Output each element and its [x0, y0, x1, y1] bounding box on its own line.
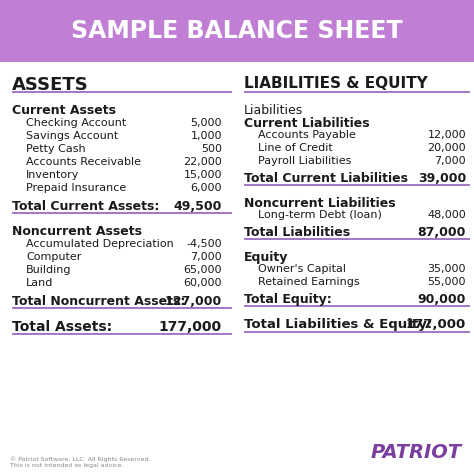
- Text: 12,000: 12,000: [428, 130, 466, 140]
- Text: 127,000: 127,000: [165, 295, 222, 308]
- Text: 5,000: 5,000: [191, 118, 222, 128]
- Text: 177,000: 177,000: [406, 318, 466, 331]
- Text: © Patriot Software, LLC. All Rights Reserved.
This is not intended as legal advi: © Patriot Software, LLC. All Rights Rese…: [10, 456, 151, 468]
- Text: 22,000: 22,000: [183, 157, 222, 167]
- Text: ASSETS: ASSETS: [12, 76, 89, 94]
- Text: Savings Account: Savings Account: [26, 131, 118, 141]
- Text: Total Assets:: Total Assets:: [12, 320, 112, 334]
- Text: Payroll Liabilities: Payroll Liabilities: [258, 156, 351, 166]
- Text: Petty Cash: Petty Cash: [26, 144, 86, 154]
- Text: 87,000: 87,000: [418, 226, 466, 239]
- Text: 48,000: 48,000: [427, 210, 466, 220]
- Text: 35,000: 35,000: [428, 264, 466, 274]
- Text: Noncurrent Liabilities: Noncurrent Liabilities: [244, 197, 396, 210]
- Text: Long-term Debt (loan): Long-term Debt (loan): [258, 210, 382, 220]
- Text: 39,000: 39,000: [418, 172, 466, 185]
- Text: 15,000: 15,000: [183, 170, 222, 180]
- Text: Total Current Liabilities: Total Current Liabilities: [244, 172, 408, 185]
- Text: 7,000: 7,000: [191, 252, 222, 262]
- Text: 6,000: 6,000: [191, 183, 222, 193]
- Text: Noncurrent Assets: Noncurrent Assets: [12, 225, 142, 238]
- Text: Total Noncurrent Assets:: Total Noncurrent Assets:: [12, 295, 185, 308]
- Text: 500: 500: [201, 144, 222, 154]
- Text: Land: Land: [26, 278, 54, 288]
- Text: Building: Building: [26, 265, 72, 275]
- Text: 55,000: 55,000: [428, 277, 466, 287]
- Text: LIABILITIES & EQUITY: LIABILITIES & EQUITY: [244, 76, 428, 91]
- Text: Total Liabilities & Equity:: Total Liabilities & Equity:: [244, 318, 432, 331]
- Text: Current Liabilities: Current Liabilities: [244, 117, 370, 130]
- Text: Liabilities: Liabilities: [244, 104, 303, 117]
- Text: Total Current Assets:: Total Current Assets:: [12, 200, 159, 213]
- Text: 49,500: 49,500: [173, 200, 222, 213]
- Text: 90,000: 90,000: [418, 293, 466, 306]
- Text: Equity: Equity: [244, 251, 288, 264]
- Bar: [0, 0, 474, 62]
- Text: Current Assets: Current Assets: [12, 104, 116, 117]
- Text: Computer: Computer: [26, 252, 82, 262]
- Text: Total Equity:: Total Equity:: [244, 293, 332, 306]
- Text: 177,000: 177,000: [159, 320, 222, 334]
- Text: -4,500: -4,500: [186, 239, 222, 249]
- Text: 7,000: 7,000: [434, 156, 466, 166]
- Text: 60,000: 60,000: [183, 278, 222, 288]
- Text: 1,000: 1,000: [191, 131, 222, 141]
- Text: Retained Earnings: Retained Earnings: [258, 277, 360, 287]
- Text: 65,000: 65,000: [183, 265, 222, 275]
- Text: Line of Credit: Line of Credit: [258, 143, 333, 153]
- Text: 20,000: 20,000: [428, 143, 466, 153]
- Text: Prepaid Insurance: Prepaid Insurance: [26, 183, 126, 193]
- Text: Accounts Receivable: Accounts Receivable: [26, 157, 141, 167]
- Text: Total Liabilities: Total Liabilities: [244, 226, 350, 239]
- Text: SAMPLE BALANCE SHEET: SAMPLE BALANCE SHEET: [71, 19, 403, 43]
- Text: Accumulated Depreciation: Accumulated Depreciation: [26, 239, 174, 249]
- Text: Checking Account: Checking Account: [26, 118, 126, 128]
- Text: Accounts Payable: Accounts Payable: [258, 130, 356, 140]
- Text: Owner's Capital: Owner's Capital: [258, 264, 346, 274]
- Text: PATRIOT: PATRIOT: [371, 443, 462, 462]
- Text: Inventory: Inventory: [26, 170, 79, 180]
